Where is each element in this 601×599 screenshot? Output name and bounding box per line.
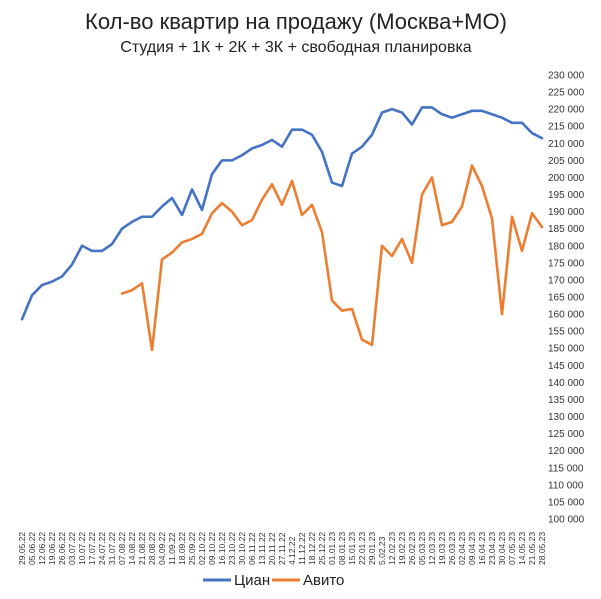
legend: Циан Авито [203, 572, 344, 589]
legend-label: Циан [234, 572, 270, 589]
chart-title: Кол-во квартир на продажу (Москва+МО) [85, 9, 507, 34]
y-tick-label: 205 000 [548, 156, 585, 167]
y-tick-label: 200 000 [548, 173, 585, 184]
x-tick-label: 16.10.22 [217, 532, 227, 565]
x-tick-label: 28.08.22 [147, 532, 157, 565]
series-line-1 [120, 164, 544, 352]
x-tick-label: 15.01.23 [347, 532, 357, 565]
y-tick-label: 180 000 [548, 241, 585, 252]
y-tick-label: 170 000 [548, 275, 585, 286]
series-line-0 [20, 106, 544, 321]
x-tick-label: 26.02.23 [407, 532, 417, 565]
x-tick-label: 4.12.22 [287, 536, 297, 565]
x-tick-label: 19.06.22 [47, 532, 57, 565]
x-tick-label: 18.09.22 [177, 532, 187, 565]
x-tick-label: 17.07.22 [87, 532, 97, 565]
y-tick-label: 130 000 [548, 412, 585, 423]
y-tick-label: 135 000 [548, 395, 585, 406]
x-axis: 29.05.22 05.06.22 12.06.22 19.06.22 26.06.22… [17, 532, 547, 565]
y-tick-label: 140 000 [548, 378, 585, 389]
x-tick-label: 21.08.22 [137, 532, 147, 565]
x-tick-label: 08.01.23 [337, 532, 347, 565]
x-tick-label: 13.11.22 [257, 532, 267, 565]
chart-subtitle: Студия + 1К + 2К + 3К + свободная планир… [120, 39, 471, 56]
y-tick-label: 150 000 [548, 344, 585, 355]
y-tick-label: 215 000 [548, 122, 585, 133]
y-tick-label: 185 000 [548, 224, 585, 235]
x-tick-label: 19.03.23 [437, 532, 447, 565]
y-tick-label: 115 000 [548, 463, 584, 474]
y-tick-label: 220 000 [548, 105, 585, 116]
x-tick-label: 03.07.22 [67, 532, 77, 565]
series-lines [20, 106, 544, 352]
x-tick-label: 30.10.22 [237, 532, 247, 565]
x-tick-label: 09.04.23 [467, 532, 477, 565]
y-axis: 100 000 105 000 110 000 115 000 120 000 125 0… [548, 71, 585, 526]
x-tick-label: 20.11.22 [267, 532, 277, 565]
y-tick-label: 155 000 [548, 327, 585, 338]
x-tick-label: 09.10.22 [207, 532, 217, 565]
x-tick-label: 12.03.23 [427, 532, 437, 565]
x-tick-label: 11.09.22 [167, 532, 177, 565]
y-tick-label: 110 000 [548, 480, 584, 491]
x-tick-label: 24.07.22 [97, 532, 107, 565]
x-tick-label: 14.05.23 [517, 532, 527, 565]
x-tick-label: 29.05.22 [17, 532, 27, 565]
x-tick-label: 06.11.22 [247, 532, 257, 565]
y-tick-label: 165 000 [548, 293, 585, 304]
x-tick-label: 10.07.22 [77, 532, 87, 565]
y-tick-label: 175 000 [548, 258, 585, 269]
y-tick-label: 100 000 [548, 515, 585, 526]
x-tick-label: 02.10.22 [197, 532, 207, 565]
legend-label: Авито [303, 572, 344, 589]
x-tick-label: 19.02.23 [397, 532, 407, 565]
x-tick-label: 30.04.23 [497, 532, 507, 565]
x-tick-label: 21.05.23 [527, 532, 537, 565]
legend-item-0: Циан [203, 572, 270, 589]
y-tick-label: 145 000 [548, 361, 585, 372]
x-tick-label: 25.12.22 [317, 532, 327, 565]
x-tick-label: 05.03.23 [417, 532, 427, 565]
x-tick-label: 28.05.23 [537, 532, 547, 565]
x-tick-label: 29.01.23 [367, 532, 377, 565]
y-tick-label: 125 000 [548, 429, 585, 440]
x-tick-label: 14.08.22 [127, 532, 137, 565]
x-tick-label: 12.02.23 [387, 532, 397, 565]
x-tick-label: 26.06.22 [57, 532, 67, 565]
x-tick-label: 16.04.23 [477, 532, 487, 565]
y-tick-label: 120 000 [548, 446, 585, 457]
y-tick-label: 195 000 [548, 190, 585, 201]
x-tick-label: 01.01.23 [327, 532, 337, 565]
x-tick-label: 26.03.23 [447, 532, 457, 565]
x-tick-label: 27.11.22 [277, 532, 287, 565]
x-tick-label: 07.05.23 [507, 532, 517, 565]
x-tick-label: 23.04.23 [487, 532, 497, 565]
y-tick-label: 190 000 [548, 207, 585, 218]
y-tick-label: 160 000 [548, 310, 585, 321]
y-tick-label: 225 000 [548, 88, 585, 99]
x-tick-label: 12.06.22 [37, 532, 47, 565]
y-tick-label: 210 000 [548, 139, 585, 150]
legend-item-1: Авито [272, 572, 344, 589]
y-tick-label: 230 000 [548, 71, 585, 82]
x-tick-label: 07.08.22 [117, 532, 127, 565]
x-tick-label: 23.10.22 [227, 532, 237, 565]
x-tick-label: 11.12.22 [297, 532, 307, 565]
x-tick-label: 22.01.23 [357, 532, 367, 565]
x-tick-label: 25.09.22 [187, 532, 197, 565]
y-tick-label: 105 000 [548, 497, 585, 508]
x-tick-label: 02.04.23 [457, 532, 467, 565]
x-tick-label: 04.09.22 [157, 532, 167, 565]
x-tick-label: 18.12.22 [307, 532, 317, 565]
x-tick-label: 31.07.22 [107, 532, 117, 565]
x-tick-label: 05.06.22 [27, 532, 37, 565]
x-tick-label: 5.02.23 [377, 536, 387, 565]
